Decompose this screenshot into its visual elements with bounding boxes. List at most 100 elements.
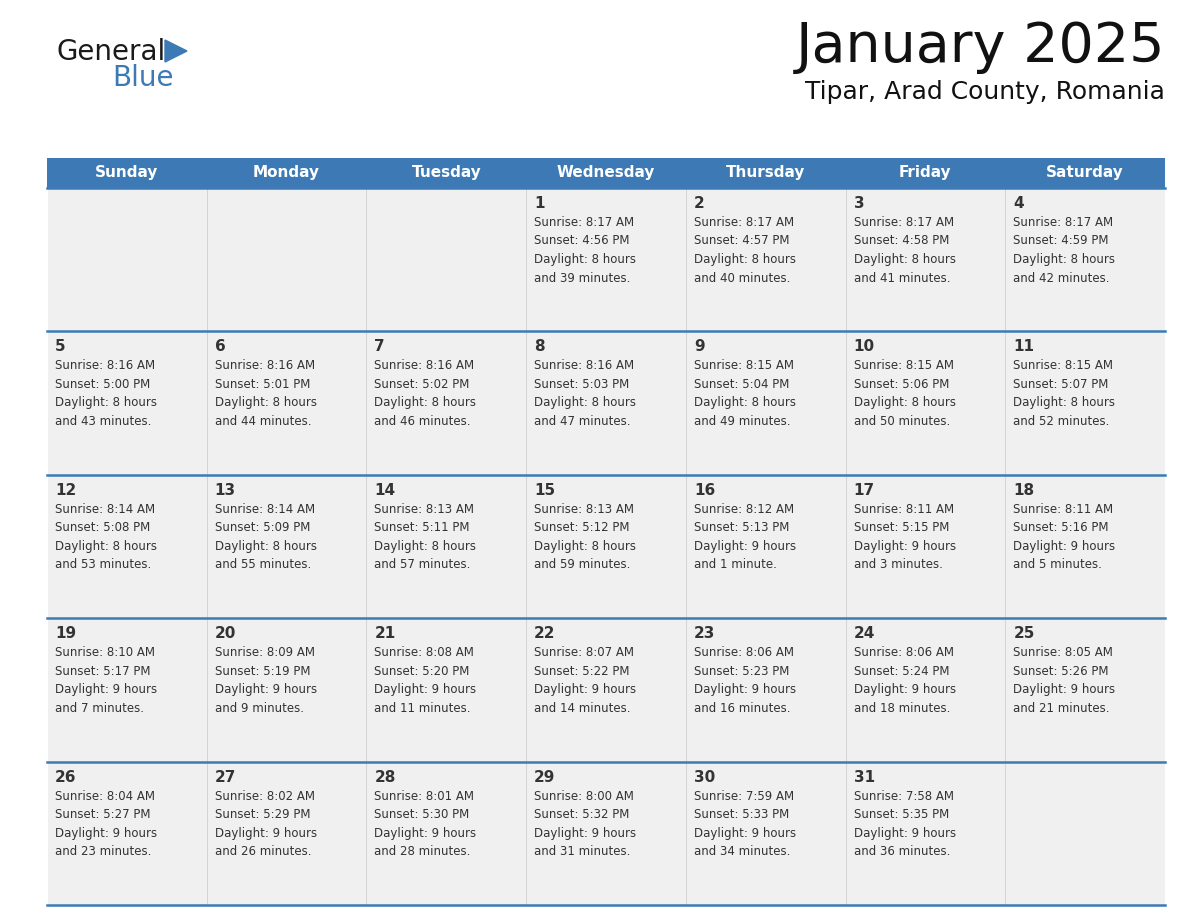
Bar	[48, 188, 207, 331]
Bar	[1005, 475, 1165, 618]
Text: Sunrise: 8:06 AM
Sunset: 5:23 PM
Daylight: 9 hours
and 16 minutes.: Sunrise: 8:06 AM Sunset: 5:23 PM Dayligh…	[694, 646, 796, 715]
Text: 7: 7	[374, 340, 385, 354]
Bar	[48, 618, 207, 762]
Text: Thursday: Thursday	[726, 165, 805, 181]
Bar	[685, 331, 846, 475]
Text: Sunrise: 8:16 AM
Sunset: 5:02 PM
Daylight: 8 hours
and 46 minutes.: Sunrise: 8:16 AM Sunset: 5:02 PM Dayligh…	[374, 360, 476, 428]
Text: Tipar, Arad County, Romania: Tipar, Arad County, Romania	[805, 80, 1165, 104]
Bar	[846, 475, 1005, 618]
Text: Sunrise: 8:14 AM
Sunset: 5:09 PM
Daylight: 8 hours
and 55 minutes.: Sunrise: 8:14 AM Sunset: 5:09 PM Dayligh…	[215, 503, 317, 571]
Text: Tuesday: Tuesday	[411, 165, 481, 181]
Text: Saturday: Saturday	[1047, 165, 1124, 181]
Bar	[685, 618, 846, 762]
Bar	[846, 158, 1005, 188]
Text: Sunrise: 8:06 AM
Sunset: 5:24 PM
Daylight: 9 hours
and 18 minutes.: Sunrise: 8:06 AM Sunset: 5:24 PM Dayligh…	[853, 646, 955, 715]
Text: January 2025: January 2025	[796, 20, 1165, 74]
Bar	[207, 331, 366, 475]
Text: Sunrise: 8:13 AM
Sunset: 5:11 PM
Daylight: 8 hours
and 57 minutes.: Sunrise: 8:13 AM Sunset: 5:11 PM Dayligh…	[374, 503, 476, 571]
Bar	[685, 188, 846, 331]
Text: 11: 11	[1013, 340, 1035, 354]
Text: 14: 14	[374, 483, 396, 498]
Bar	[48, 475, 207, 618]
Text: 9: 9	[694, 340, 704, 354]
Bar	[526, 188, 685, 331]
Text: Blue: Blue	[112, 64, 173, 92]
Text: Sunrise: 8:01 AM
Sunset: 5:30 PM
Daylight: 9 hours
and 28 minutes.: Sunrise: 8:01 AM Sunset: 5:30 PM Dayligh…	[374, 789, 476, 858]
Bar	[1005, 618, 1165, 762]
Text: Sunrise: 8:02 AM
Sunset: 5:29 PM
Daylight: 9 hours
and 26 minutes.: Sunrise: 8:02 AM Sunset: 5:29 PM Dayligh…	[215, 789, 317, 858]
Bar	[846, 762, 1005, 905]
Text: Sunrise: 8:17 AM
Sunset: 4:59 PM
Daylight: 8 hours
and 42 minutes.: Sunrise: 8:17 AM Sunset: 4:59 PM Dayligh…	[1013, 216, 1116, 285]
Text: Sunrise: 8:00 AM
Sunset: 5:32 PM
Daylight: 9 hours
and 31 minutes.: Sunrise: 8:00 AM Sunset: 5:32 PM Dayligh…	[535, 789, 637, 858]
Text: Sunrise: 8:17 AM
Sunset: 4:57 PM
Daylight: 8 hours
and 40 minutes.: Sunrise: 8:17 AM Sunset: 4:57 PM Dayligh…	[694, 216, 796, 285]
Text: 4: 4	[1013, 196, 1024, 211]
Bar	[846, 331, 1005, 475]
Bar	[1005, 762, 1165, 905]
Bar	[846, 618, 1005, 762]
Text: 3: 3	[853, 196, 864, 211]
Text: Sunrise: 8:15 AM
Sunset: 5:06 PM
Daylight: 8 hours
and 50 minutes.: Sunrise: 8:15 AM Sunset: 5:06 PM Dayligh…	[853, 360, 955, 428]
Text: 24: 24	[853, 626, 874, 641]
Bar	[207, 158, 366, 188]
Text: Sunrise: 8:17 AM
Sunset: 4:56 PM
Daylight: 8 hours
and 39 minutes.: Sunrise: 8:17 AM Sunset: 4:56 PM Dayligh…	[535, 216, 636, 285]
Bar	[48, 762, 207, 905]
Text: Sunrise: 8:15 AM
Sunset: 5:04 PM
Daylight: 8 hours
and 49 minutes.: Sunrise: 8:15 AM Sunset: 5:04 PM Dayligh…	[694, 360, 796, 428]
Text: 29: 29	[535, 769, 556, 785]
Bar	[1005, 188, 1165, 331]
Text: 1: 1	[535, 196, 544, 211]
Text: 19: 19	[55, 626, 76, 641]
Text: Sunrise: 8:11 AM
Sunset: 5:16 PM
Daylight: 9 hours
and 5 minutes.: Sunrise: 8:11 AM Sunset: 5:16 PM Dayligh…	[1013, 503, 1116, 571]
Text: 26: 26	[55, 769, 76, 785]
Bar	[526, 475, 685, 618]
Text: 6: 6	[215, 340, 226, 354]
Bar	[1005, 158, 1165, 188]
Text: Wednesday: Wednesday	[557, 165, 656, 181]
Text: Sunrise: 8:08 AM
Sunset: 5:20 PM
Daylight: 9 hours
and 11 minutes.: Sunrise: 8:08 AM Sunset: 5:20 PM Dayligh…	[374, 646, 476, 715]
Bar	[207, 618, 366, 762]
Text: 22: 22	[535, 626, 556, 641]
Text: Monday: Monday	[253, 165, 320, 181]
Text: Sunrise: 8:15 AM
Sunset: 5:07 PM
Daylight: 8 hours
and 52 minutes.: Sunrise: 8:15 AM Sunset: 5:07 PM Dayligh…	[1013, 360, 1116, 428]
Bar	[366, 331, 526, 475]
Text: 18: 18	[1013, 483, 1035, 498]
Text: 15: 15	[535, 483, 555, 498]
Text: Sunrise: 8:10 AM
Sunset: 5:17 PM
Daylight: 9 hours
and 7 minutes.: Sunrise: 8:10 AM Sunset: 5:17 PM Dayligh…	[55, 646, 157, 715]
Text: Sunrise: 8:07 AM
Sunset: 5:22 PM
Daylight: 9 hours
and 14 minutes.: Sunrise: 8:07 AM Sunset: 5:22 PM Dayligh…	[535, 646, 637, 715]
Bar	[526, 762, 685, 905]
Text: Friday: Friday	[899, 165, 952, 181]
Bar	[48, 331, 207, 475]
Text: 13: 13	[215, 483, 236, 498]
Bar	[526, 618, 685, 762]
Text: 10: 10	[853, 340, 874, 354]
Bar	[846, 188, 1005, 331]
Text: 8: 8	[535, 340, 545, 354]
Text: 21: 21	[374, 626, 396, 641]
Text: 17: 17	[853, 483, 874, 498]
Bar	[366, 158, 526, 188]
Text: 30: 30	[694, 769, 715, 785]
Text: Sunday: Sunday	[95, 165, 158, 181]
Bar	[685, 475, 846, 618]
Text: Sunrise: 8:05 AM
Sunset: 5:26 PM
Daylight: 9 hours
and 21 minutes.: Sunrise: 8:05 AM Sunset: 5:26 PM Dayligh…	[1013, 646, 1116, 715]
Text: 25: 25	[1013, 626, 1035, 641]
Bar	[207, 475, 366, 618]
Text: Sunrise: 8:17 AM
Sunset: 4:58 PM
Daylight: 8 hours
and 41 minutes.: Sunrise: 8:17 AM Sunset: 4:58 PM Dayligh…	[853, 216, 955, 285]
Bar	[48, 158, 207, 188]
Text: Sunrise: 8:04 AM
Sunset: 5:27 PM
Daylight: 9 hours
and 23 minutes.: Sunrise: 8:04 AM Sunset: 5:27 PM Dayligh…	[55, 789, 157, 858]
Bar	[366, 618, 526, 762]
Bar	[685, 762, 846, 905]
Text: 23: 23	[694, 626, 715, 641]
Text: Sunrise: 7:59 AM
Sunset: 5:33 PM
Daylight: 9 hours
and 34 minutes.: Sunrise: 7:59 AM Sunset: 5:33 PM Dayligh…	[694, 789, 796, 858]
Text: 12: 12	[55, 483, 76, 498]
Text: Sunrise: 8:09 AM
Sunset: 5:19 PM
Daylight: 9 hours
and 9 minutes.: Sunrise: 8:09 AM Sunset: 5:19 PM Dayligh…	[215, 646, 317, 715]
Bar	[366, 475, 526, 618]
Text: Sunrise: 7:58 AM
Sunset: 5:35 PM
Daylight: 9 hours
and 36 minutes.: Sunrise: 7:58 AM Sunset: 5:35 PM Dayligh…	[853, 789, 955, 858]
Bar	[526, 158, 685, 188]
Text: 27: 27	[215, 769, 236, 785]
Text: Sunrise: 8:16 AM
Sunset: 5:00 PM
Daylight: 8 hours
and 43 minutes.: Sunrise: 8:16 AM Sunset: 5:00 PM Dayligh…	[55, 360, 157, 428]
Text: Sunrise: 8:16 AM
Sunset: 5:03 PM
Daylight: 8 hours
and 47 minutes.: Sunrise: 8:16 AM Sunset: 5:03 PM Dayligh…	[535, 360, 636, 428]
Bar	[1005, 331, 1165, 475]
Bar	[207, 188, 366, 331]
Text: Sunrise: 8:12 AM
Sunset: 5:13 PM
Daylight: 9 hours
and 1 minute.: Sunrise: 8:12 AM Sunset: 5:13 PM Dayligh…	[694, 503, 796, 571]
Text: 5: 5	[55, 340, 65, 354]
